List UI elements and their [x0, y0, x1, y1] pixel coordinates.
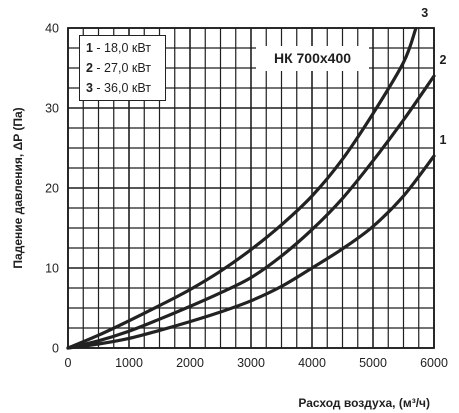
- series-line-3: [66, 27, 418, 350]
- x-axis-label: Расход воздуха, (м³/ч): [298, 396, 430, 410]
- y-tick-label: 0: [52, 342, 59, 356]
- x-tick-label: 6000: [420, 356, 448, 370]
- chart-title: НК 700x400: [256, 46, 369, 71]
- legend-num-1: 1: [86, 41, 93, 55]
- series-labels: 1 2 3: [421, 6, 446, 147]
- series-label-3: 3: [421, 6, 428, 20]
- legend-text-1: - 18,0 кВт: [92, 41, 151, 55]
- y-axis-label: Падение давления, ΔP (Па): [11, 107, 25, 268]
- legend-num-2: 2: [86, 61, 93, 75]
- series-line-2: [66, 74, 436, 350]
- legend-text-2: - 27,0 кВт: [92, 61, 151, 75]
- x-tick-label: 0: [65, 356, 72, 370]
- y-tick-label: 20: [45, 182, 59, 196]
- y-tick-label: 30: [45, 102, 59, 116]
- legend-text-3: - 36,0 кВт: [92, 81, 151, 95]
- series-label-1: 1: [440, 133, 447, 147]
- legend-item-1: 1 - 18,0 кВт: [86, 38, 165, 58]
- y-tick-label: 10: [45, 262, 59, 276]
- x-tick-label: 5000: [359, 356, 387, 370]
- y-tick-label: 40: [45, 22, 59, 36]
- series-lines: [66, 27, 436, 350]
- x-tick-label: 4000: [298, 356, 326, 370]
- series-line-1: [66, 154, 436, 350]
- axes: [67, 27, 435, 349]
- x-tick-label: 3000: [237, 356, 265, 370]
- legend: 1 - 18,0 кВт 2 - 27,0 кВт 3 - 36,0 кВт: [79, 35, 166, 101]
- x-tick-label: 1000: [115, 356, 143, 370]
- series-label-2: 2: [440, 53, 447, 67]
- legend-item-2: 2 - 27,0 кВт: [86, 58, 165, 78]
- x-tick-label: 2000: [176, 356, 204, 370]
- legend-item-3: 3 - 36,0 кВт: [86, 78, 165, 98]
- tick-labels: 0 1000 2000 3000 4000 5000 6000 0 10 20 30 40: [45, 22, 448, 371]
- legend-num-3: 3: [86, 81, 93, 95]
- plot-frame: [67, 27, 435, 349]
